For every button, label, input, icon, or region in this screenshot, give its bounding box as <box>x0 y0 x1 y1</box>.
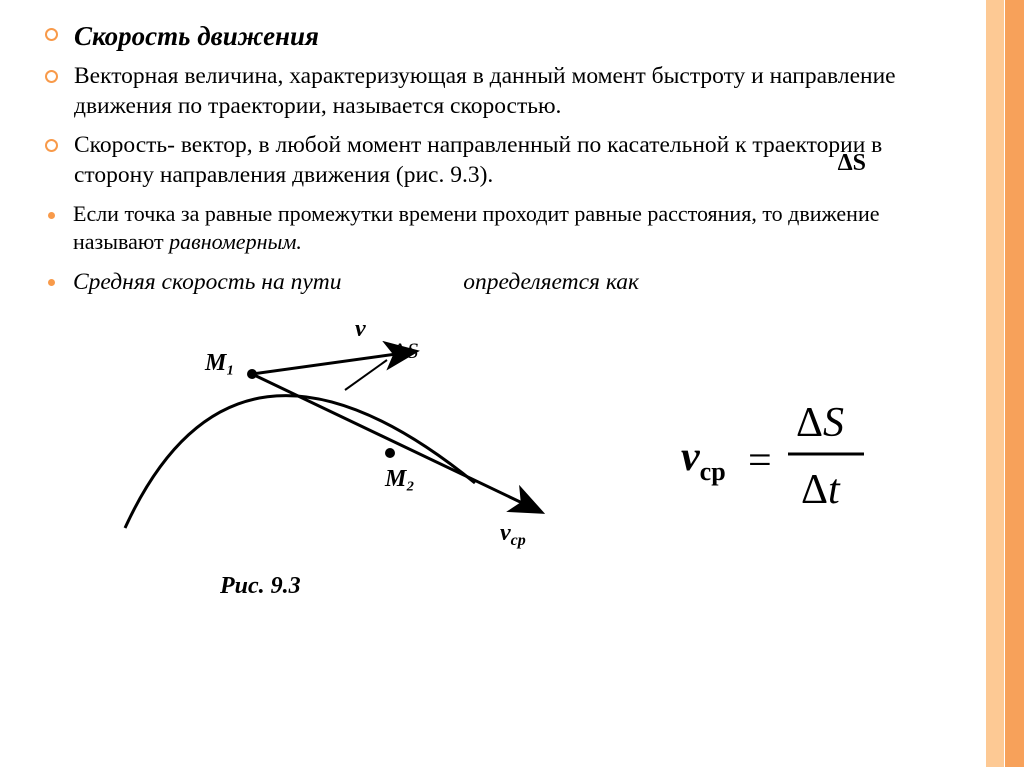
p2-text: Скорость- вектор, в любой момент направл… <box>74 131 956 190</box>
numerator: ΔS <box>796 400 844 446</box>
denominator: Δt <box>801 467 841 513</box>
p3-text: Если точка за равные промежутки времени … <box>73 200 956 257</box>
bullet-ring-icon <box>45 139 58 152</box>
bullet-p1: Векторная величина, характеризующая в да… <box>45 62 956 121</box>
bullet-p3: Если точка за равные промежутки времени … <box>45 200 956 257</box>
side-bar-light <box>986 0 1004 767</box>
trajectory-curve <box>125 395 475 527</box>
title-text: Скорость движения <box>74 20 319 52</box>
avg-speed-formula: vср = ΔS Δt <box>676 388 896 533</box>
equals-sign: = <box>748 438 772 484</box>
bullet-ring-icon <box>45 70 58 83</box>
ds-label: ΔS <box>393 338 418 363</box>
delta-s-pointer <box>345 360 387 390</box>
figure-caption: Рис. 9.3 <box>220 573 301 600</box>
bullet-ring-icon <box>45 28 58 41</box>
slide-content: Скорость движения Векторная величина, ха… <box>0 0 986 767</box>
side-bar-dark <box>1004 0 1024 767</box>
point-m1 <box>247 369 257 379</box>
velocity-vector <box>252 352 411 374</box>
figure-area: M₁ M₂ v vср ΔS Рис. 9.3 vср = ΔS <box>45 308 956 628</box>
trajectory-diagram: M₁ M₂ v vср ΔS <box>105 318 575 583</box>
bullet-dot-icon <box>48 212 55 219</box>
p4-text: Средняя скорость на пути определяется ка… <box>73 267 956 298</box>
p4a: Средняя скорость на пути <box>73 269 341 295</box>
delta-s-inline: ΔS <box>838 150 866 177</box>
side-decoration <box>986 0 1024 767</box>
bullet-p2: Скорость- вектор, в любой момент направл… <box>45 131 956 190</box>
p3b: равномерным. <box>169 229 302 254</box>
point-m2 <box>385 448 395 458</box>
bullet-dot-icon <box>48 279 55 286</box>
formula-svg: vср = ΔS Δt <box>676 388 896 528</box>
m2-label: M₂ <box>384 466 415 492</box>
diagram-svg: M₁ M₂ v vср ΔS <box>105 318 575 578</box>
m1-label: M₁ <box>204 350 235 376</box>
formula-lhs: vср <box>681 434 726 486</box>
v-label: v <box>355 318 366 342</box>
vcr-label: vср <box>500 520 526 549</box>
bullet-title: Скорость движения <box>45 20 956 52</box>
p1-text: Векторная величина, характеризующая в да… <box>74 62 956 121</box>
p4b: определяется как <box>463 269 639 295</box>
bullet-p4: Средняя скорость на пути определяется ка… <box>45 267 956 298</box>
